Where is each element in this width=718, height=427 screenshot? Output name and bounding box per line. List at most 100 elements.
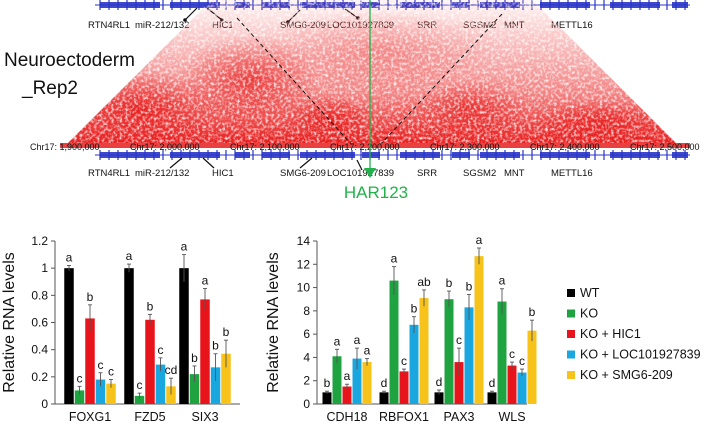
bar-ko-loc101927839: [352, 358, 362, 404]
bottom-exon-block: [452, 152, 470, 158]
significance-letter: c: [137, 378, 143, 392]
x-tick-label: SIX3: [191, 410, 218, 424]
legend-label: KO: [580, 307, 598, 321]
x-tick-label: CDH18: [327, 410, 368, 424]
bar-ko-loc101927839: [409, 324, 419, 404]
bottom-gene-track: RTN4RL1 miR-212/132 HIC1 SMG6-209 LOC1019278…: [88, 150, 690, 179]
bottom-gene-arrow: [202, 157, 215, 169]
y-axis-label: Relative RNA levels: [1, 252, 18, 393]
bar-ko-hic1: [145, 319, 155, 404]
legend-swatch: [567, 309, 575, 318]
bar-ko-smg6-209: [106, 383, 116, 404]
significance-letter: b: [411, 302, 418, 316]
significance-letter: b: [446, 276, 453, 290]
hic-panel: RTN4RL1 miR-212/132 HIC1 SMG6-209LOC1019278…: [4, 0, 700, 202]
y-tick-label: 0.4: [31, 343, 48, 357]
bar-ko-smg6-209: [166, 386, 176, 404]
x-tick-label: RBFOX1: [379, 410, 429, 424]
bar-wt: [322, 392, 332, 404]
significance-letter: a: [476, 233, 483, 247]
bar-wt: [379, 392, 389, 404]
bottom-gene-label: HIC1: [212, 168, 234, 179]
bar-wt: [64, 268, 74, 404]
axis-band: [60, 143, 690, 148]
top-gene-label: METTL16: [551, 20, 593, 31]
significance-letter: b: [223, 325, 230, 339]
bar-ko-loc101927839: [517, 372, 527, 404]
bar-ko-smg6-209: [221, 353, 231, 404]
y-tick-label: 12: [297, 257, 311, 271]
top-gene-arrowhead: [183, 18, 187, 22]
significance-letter: cd: [165, 363, 178, 377]
sample-label-2: _Rep2: [21, 78, 78, 99]
top-gene-label: miR-212/132: [135, 20, 189, 31]
bar-ko-hic1: [342, 386, 352, 404]
legend-swatch: [567, 350, 575, 359]
coord-label: Chr17: 1,900,000: [30, 142, 100, 152]
bar-ko: [497, 301, 507, 404]
significance-letter: a: [364, 344, 371, 358]
legend-swatch: [567, 371, 575, 379]
bottom-gene-label: miR-212/132: [135, 168, 189, 179]
bottom-gene-label: MNT: [504, 168, 525, 179]
y-tick-label: 0: [41, 397, 48, 411]
y-tick-label: 10: [297, 281, 311, 295]
har-label: HAR123: [344, 183, 408, 202]
x-tick-label: PAX3: [443, 410, 474, 424]
significance-letter: a: [66, 250, 73, 264]
bar-ko-loc101927839: [464, 307, 474, 404]
bar-ko-hic1: [507, 365, 517, 404]
bottom-gene-label: RTN4RL1: [88, 168, 130, 179]
x-tick-label: WLS: [498, 410, 525, 424]
bottom-exon-block: [170, 152, 220, 158]
har-marker: [364, 168, 376, 178]
bottom-gene-label: METTL16: [551, 168, 593, 179]
coord-label: Chr17: 2,300,000: [430, 142, 500, 152]
y-tick-label: 6: [303, 327, 310, 341]
bar-ko-loc101927839: [95, 379, 106, 404]
bar-ko-loc101927839: [210, 367, 221, 404]
significance-letter: c: [98, 358, 104, 372]
bar-ko: [189, 374, 200, 404]
y-axis-label: Relative RNA levels: [265, 252, 282, 393]
bottom-exon-block: [400, 152, 440, 158]
bottom-exon-block: [610, 152, 660, 158]
significance-letter: b: [529, 305, 536, 319]
significance-letter: a: [202, 274, 209, 288]
top-exon-block: [540, 2, 590, 8]
significance-letter: c: [519, 354, 525, 368]
bar-ko: [74, 390, 85, 404]
coordinate-axis: Chr17: 1,900,000 Chr17: 2,000,000 Chr17: 2…: [30, 142, 700, 152]
y-tick-label: 2: [303, 374, 310, 388]
top-exon-block: [170, 2, 220, 8]
bar-ko: [134, 395, 145, 404]
bar-wt: [487, 392, 497, 404]
bar-ko-smg6-209: [527, 330, 537, 404]
bottom-gene-label: SMG6-209: [280, 168, 326, 179]
bottom-exon-block: [300, 152, 355, 158]
bottom-gene-label: LOC101927839: [327, 168, 394, 179]
sample-label-1: Neuroectoderm: [4, 50, 135, 71]
significance-letter: d: [381, 376, 388, 390]
significance-letter: a: [334, 334, 341, 348]
significance-letter: b: [324, 376, 331, 390]
bottom-exon-block: [262, 152, 290, 158]
top-gene-label: RTN4RL1: [88, 20, 130, 31]
significance-letter: b: [466, 280, 473, 294]
significance-letter: c: [456, 333, 462, 347]
y-tick-label: 4: [303, 350, 310, 364]
bar-ko-smg6-209: [362, 362, 372, 404]
bottom-gene-arrow: [356, 159, 363, 171]
bar-ko-loc101927839: [155, 364, 166, 404]
legend-swatch: [567, 289, 575, 297]
y-tick-label: 1: [41, 261, 48, 275]
bottom-exon-block: [235, 152, 250, 158]
y-tick-label: 0.2: [31, 370, 48, 384]
significance-letter: c: [509, 347, 515, 361]
top-exon-block: [672, 2, 688, 8]
bar-wt: [179, 268, 189, 404]
significance-letter: ab: [417, 275, 431, 289]
significance-letter: b: [191, 351, 198, 365]
